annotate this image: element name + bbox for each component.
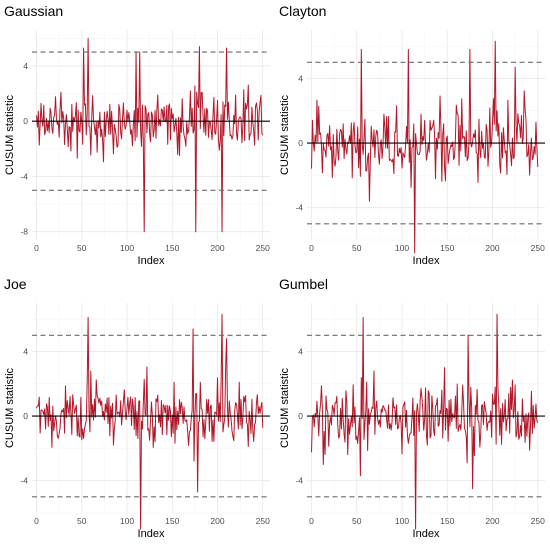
- x-tick-label: 150: [440, 516, 454, 526]
- x-tick-label: 50: [77, 243, 87, 253]
- y-axis-label: CUSUM statistic: [279, 367, 291, 448]
- x-axis-label: Index: [413, 528, 440, 540]
- panel-title: Clayton: [279, 3, 326, 19]
- y-tick-label: 4: [298, 73, 303, 83]
- x-tick-label: 200: [210, 516, 224, 526]
- cusum-series-line: [311, 313, 539, 530]
- y-tick-label: -4: [20, 476, 28, 486]
- y-tick-label: -8: [20, 227, 28, 237]
- y-tick-label: -4: [295, 203, 303, 213]
- x-axis-label: Index: [138, 255, 165, 267]
- x-tick-label: 200: [210, 243, 224, 253]
- chart-panel-clayton: Clayton 0 50 100 150 200 250 -4 0 4 Index CUSUM sta…: [279, 3, 545, 267]
- y-tick-label: -4: [295, 476, 303, 486]
- y-tick-label: 4: [23, 346, 28, 356]
- panel-title: Joe: [4, 276, 27, 292]
- y-tick-label: 0: [23, 116, 28, 126]
- chart-panel-gumbel: Gumbel 0 50 100 150 200 250 -4 0 4 Index CUSUM stat…: [279, 276, 545, 540]
- x-tick-label: 0: [34, 516, 39, 526]
- panel-title: Gumbel: [279, 276, 328, 292]
- x-tick-label: 150: [165, 243, 179, 253]
- y-tick-label: 0: [23, 411, 28, 421]
- x-tick-label: 0: [309, 516, 314, 526]
- y-axis-label: CUSUM statistic: [4, 367, 16, 448]
- y-tick-label: 0: [298, 138, 303, 148]
- x-tick-label: 50: [352, 516, 362, 526]
- y-axis-label: CUSUM statistic: [279, 94, 291, 175]
- cusum-series-line: [36, 313, 264, 530]
- x-tick-label: 250: [531, 516, 545, 526]
- y-tick-label: -4: [20, 171, 28, 181]
- x-tick-label: 50: [77, 516, 87, 526]
- x-tick-label: 150: [440, 243, 454, 253]
- x-tick-label: 0: [309, 243, 314, 253]
- chart-panel-gaussian: Gaussian 0 50 100 150 200 250 -8 -4 0 4 Index CUSUM …: [4, 3, 270, 267]
- y-axis-label: CUSUM statistic: [4, 94, 16, 175]
- x-tick-label: 100: [395, 243, 409, 253]
- x-axis-label: Index: [138, 528, 165, 540]
- cusum-series-line: [311, 40, 539, 254]
- x-tick-label: 100: [120, 243, 134, 253]
- x-tick-label: 250: [531, 243, 545, 253]
- x-tick-label: 100: [120, 516, 134, 526]
- gridlines: [32, 303, 270, 514]
- x-tick-label: 250: [256, 243, 270, 253]
- panel-title: Gaussian: [4, 3, 63, 19]
- chart-panel-joe: Joe 0 50 100 150 200 250 -4 0 4 Index CUSUM statist…: [4, 276, 270, 540]
- x-tick-label: 200: [485, 243, 499, 253]
- x-tick-label: 0: [34, 243, 39, 253]
- x-tick-label: 100: [395, 516, 409, 526]
- y-tick-label: 4: [23, 61, 28, 71]
- y-tick-label: 4: [298, 346, 303, 356]
- x-axis-label: Index: [413, 255, 440, 267]
- x-tick-label: 50: [352, 243, 362, 253]
- cusum-series-line: [36, 37, 264, 233]
- x-tick-label: 150: [165, 516, 179, 526]
- x-tick-label: 200: [485, 516, 499, 526]
- x-tick-label: 250: [256, 516, 270, 526]
- y-tick-label: 0: [298, 411, 303, 421]
- gridlines: [32, 30, 270, 240]
